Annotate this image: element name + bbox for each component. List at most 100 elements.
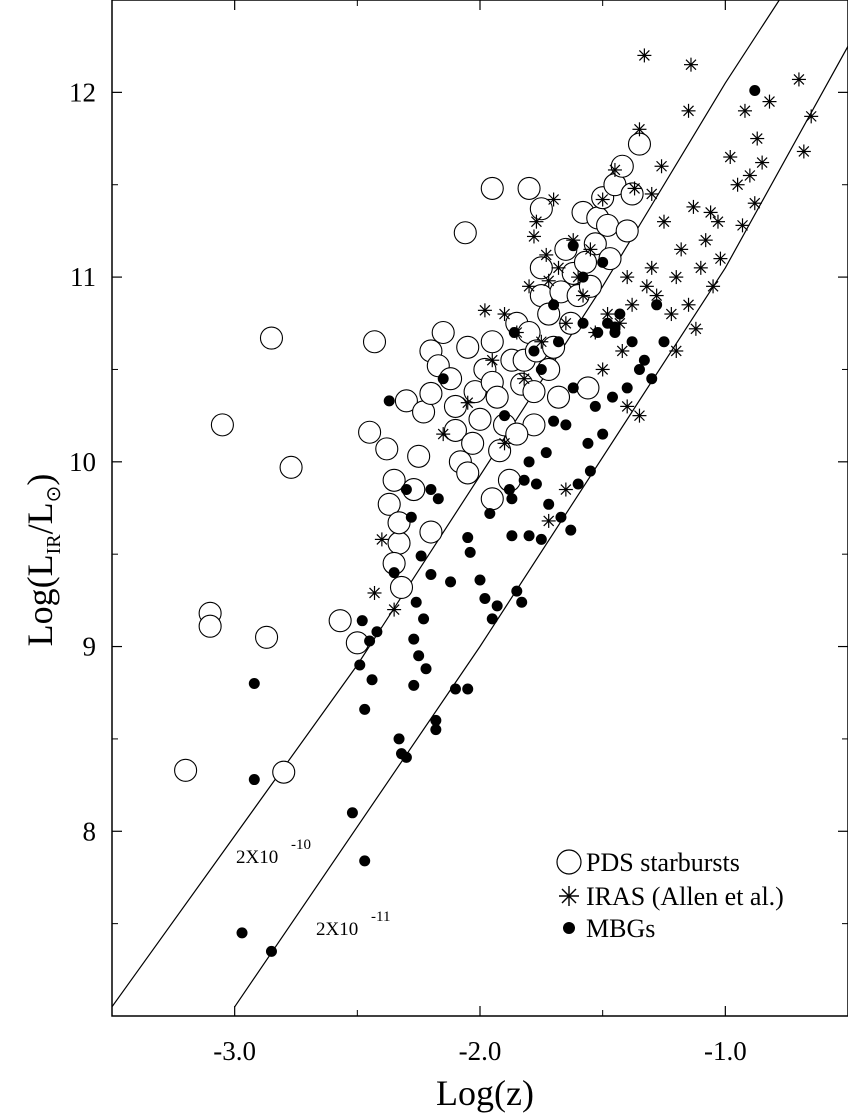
iras-point <box>529 214 544 229</box>
y-tick-label: 10 <box>69 447 96 477</box>
y-axis-title-sub: IR <box>43 534 65 555</box>
iras-point <box>657 214 671 229</box>
iras-point <box>664 307 679 322</box>
mbg-point <box>449 683 461 695</box>
mbg-point <box>582 437 594 449</box>
legend-label-pds: PDS starbursts <box>586 848 740 877</box>
mbg-point <box>553 336 565 348</box>
iras-point <box>654 159 669 174</box>
mbg-point <box>425 484 437 496</box>
reference-line-exponent-1: -10 <box>291 837 311 853</box>
pds-point <box>407 444 431 468</box>
iras-point <box>551 260 566 275</box>
y-tick-label: 12 <box>69 77 96 107</box>
pds-point <box>517 176 541 200</box>
pds-point <box>272 760 296 784</box>
reference-line-exponent-2: -11 <box>371 909 390 925</box>
mbg-point <box>506 493 518 505</box>
pds-point <box>443 394 468 418</box>
mbg-point <box>236 927 248 939</box>
pds-point <box>377 492 401 516</box>
mbg-point <box>530 478 542 490</box>
pds-point <box>546 385 571 409</box>
pds-point <box>431 320 455 345</box>
y-axis-title-mid: /L <box>20 502 60 534</box>
iras-point <box>686 199 701 214</box>
mbg-point <box>364 635 376 647</box>
pds-point <box>419 381 443 406</box>
mbg-point <box>415 550 427 562</box>
mbg-point <box>592 327 604 339</box>
iras-point <box>796 144 811 159</box>
iras-point <box>730 177 745 192</box>
mbg-point <box>606 391 618 403</box>
iras-point <box>735 218 750 233</box>
iras-point <box>681 103 696 118</box>
iras-point <box>558 482 573 497</box>
y-tick-label: 8 <box>83 816 97 846</box>
iras-point <box>681 297 696 312</box>
iras-point <box>477 303 492 318</box>
mbg-point <box>597 428 609 440</box>
mbg-point <box>560 419 572 431</box>
legend-asterisk-icon <box>559 886 579 906</box>
pds-point <box>596 213 620 237</box>
pds-point <box>456 461 480 485</box>
mbg-point <box>359 703 371 715</box>
pds-point <box>174 758 198 782</box>
mbg-point <box>405 511 417 523</box>
iras-point <box>637 48 652 63</box>
y-tick-label: 11 <box>70 262 96 292</box>
pds-point <box>453 221 477 245</box>
mbg-point <box>506 530 518 542</box>
pds-point <box>198 614 222 638</box>
mbg-point <box>393 733 405 745</box>
pds-point <box>443 418 468 442</box>
y-axis-title: Log(LIR/L⊙) <box>20 474 65 647</box>
mbg-point <box>462 683 474 695</box>
iras-point <box>693 260 708 275</box>
legend-label-mbgs: MBGs <box>586 914 655 943</box>
pds-point <box>480 330 504 354</box>
mbg-point <box>540 447 552 459</box>
iras-point <box>436 427 451 442</box>
x-tick-label: -2.0 <box>459 1036 502 1066</box>
mbg-point <box>577 317 589 329</box>
iras-point <box>387 602 402 617</box>
y-tick-label: 9 <box>83 632 97 662</box>
pds-point <box>394 389 418 413</box>
pds-point <box>468 407 492 431</box>
pds-point <box>210 413 234 437</box>
pds-point <box>615 219 639 243</box>
iras-point <box>742 168 757 183</box>
iras-point <box>698 233 713 248</box>
x-axis-title: Log(z) <box>436 1073 534 1113</box>
mbg-point <box>528 345 540 357</box>
iras-point <box>762 94 777 109</box>
iras-point <box>703 205 718 220</box>
legend-label-iras: IRAS (Allen et al.) <box>586 882 784 911</box>
pds-point <box>387 511 411 535</box>
iras-point <box>644 260 659 275</box>
legend-open-circle-icon <box>556 849 582 875</box>
mbg-point <box>437 373 449 385</box>
mbg-point <box>638 354 650 366</box>
mbg-point <box>371 626 383 638</box>
mbg-point <box>430 724 442 736</box>
iras-point <box>791 72 806 87</box>
mbg-point <box>614 308 626 320</box>
mbg-point <box>430 714 442 726</box>
iras-point <box>522 279 537 294</box>
legend: PDS starbursts IRAS (Allen et al.) MBGs <box>556 848 784 943</box>
mbg-point <box>445 576 457 588</box>
y-axis-title-end: ) <box>20 474 60 486</box>
mbg-point <box>567 382 579 394</box>
mbg-point <box>621 382 633 394</box>
iras-point <box>632 408 647 423</box>
pds-point <box>375 437 399 461</box>
mbg-point <box>486 613 498 625</box>
pds-point <box>461 431 485 455</box>
mbg-point <box>565 524 577 536</box>
mbg-point <box>518 474 530 486</box>
